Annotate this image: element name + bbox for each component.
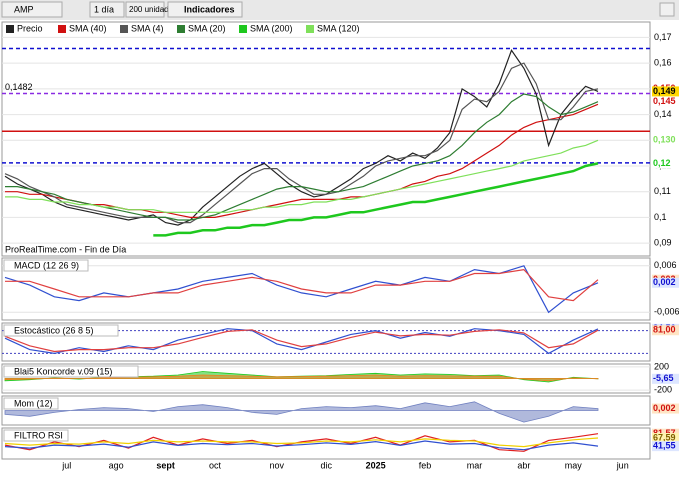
- line: [4, 49, 599, 226]
- symbol-box[interactable]: [1, 1, 63, 18]
- close-button[interactable]: [659, 2, 675, 17]
- period-box[interactable]: [89, 1, 125, 18]
- value-box: [652, 433, 679, 444]
- x-tick-label: mar: [467, 460, 483, 470]
- y-tick-label: 0,1: [654, 212, 667, 222]
- line-label: 0,1482: [5, 82, 33, 92]
- legend-label: SMA (20): [188, 23, 226, 33]
- value-label: 0,002: [653, 277, 676, 287]
- legend-swatch: [6, 25, 14, 33]
- panel-title-box: [3, 397, 59, 410]
- y-tick-label: 0,16: [654, 58, 672, 68]
- value-label: 0,145: [653, 96, 676, 106]
- value-label: 41,55: [653, 440, 676, 450]
- indicators[interactable]: Indicadores: [184, 4, 235, 14]
- y-tick-label: 0,11: [654, 186, 671, 196]
- value-box: [652, 158, 679, 169]
- panel-title: FILTRO RSI: [14, 430, 63, 440]
- line: [4, 440, 599, 451]
- panel-title-box: [3, 429, 69, 442]
- y-tick-label: -0,006: [654, 307, 679, 317]
- area: [4, 374, 599, 382]
- period[interactable]: 1 día: [94, 4, 114, 14]
- value-box: [652, 86, 679, 97]
- value-label: -5,65: [653, 373, 674, 383]
- legend-label: Precio: [17, 23, 43, 33]
- value-label: 0,002: [653, 403, 676, 413]
- value-box: [652, 277, 679, 288]
- legend-label: SMA (200): [250, 23, 293, 33]
- panel-title-box: [3, 365, 139, 378]
- y-tick-label: 0,006: [654, 260, 677, 270]
- units[interactable]: 200 unidades: [129, 5, 177, 14]
- line: [4, 433, 599, 452]
- legend-label: SMA (40): [69, 23, 107, 33]
- legend-swatch: [58, 25, 66, 33]
- panel-title: Estocástico (26 8 5): [14, 325, 94, 335]
- legend-swatch: [306, 25, 314, 33]
- line: [4, 437, 599, 448]
- value-label: 81,00: [653, 325, 676, 335]
- units-box[interactable]: [125, 1, 165, 18]
- value-label: 0,149: [653, 86, 676, 96]
- legend-swatch: [177, 25, 185, 33]
- y-tick-label: 0,14: [654, 109, 672, 119]
- y-tick-label: 0,09: [654, 238, 672, 248]
- panel: [1, 257, 651, 321]
- value-box: [652, 135, 679, 146]
- line: [4, 329, 599, 353]
- x-tick-label: feb: [419, 460, 432, 470]
- legend-swatch: [239, 25, 247, 33]
- value-label: 0,12: [653, 158, 671, 168]
- y-tick-label: 200: [654, 361, 669, 371]
- line: [5, 268, 599, 302]
- value-box: [652, 403, 679, 414]
- x-tick-label: abr: [517, 460, 530, 470]
- source: ProRealTime.com - Fin de Día: [5, 244, 126, 254]
- value-box: [652, 441, 679, 452]
- legend-label: SMA (4): [131, 23, 164, 33]
- x-tick-label: nov: [270, 460, 285, 470]
- y-tick-label: 0,17: [654, 32, 672, 42]
- x-tick-label: jul: [61, 460, 71, 470]
- x-tick-label: jun: [616, 460, 629, 470]
- legend-swatch: [120, 25, 128, 33]
- x-tick-label: ago: [109, 460, 124, 470]
- panel-title-box: [3, 259, 89, 272]
- x-tick-label: sept: [156, 460, 175, 470]
- value-box: [652, 96, 679, 107]
- x-tick-label: may: [565, 460, 583, 470]
- area: [4, 401, 599, 423]
- line: [4, 328, 599, 355]
- panel-title: Blai5 Koncorde v.09 (15): [14, 366, 112, 376]
- panel-title: Mom (12): [14, 398, 53, 408]
- panel: [1, 21, 651, 257]
- symbol[interactable]: AMP: [14, 4, 34, 14]
- line: [5, 103, 599, 218]
- line: [153, 162, 599, 237]
- value-box: [652, 325, 679, 336]
- panel-title: MACD (12 26 9): [14, 260, 79, 270]
- legend-label: SMA (120): [317, 23, 360, 33]
- value-box: [652, 373, 679, 384]
- x-tick-label: dic: [320, 460, 332, 470]
- x-tick-label: 2025: [366, 460, 386, 470]
- value-label: 67,59: [653, 432, 676, 442]
- panel-title-box: [3, 324, 119, 337]
- x-tick-label: oct: [209, 460, 222, 470]
- value-label: 0,130: [653, 135, 676, 145]
- line: [5, 139, 599, 213]
- y-tick-label: -200: [654, 384, 672, 394]
- indicators-box[interactable]: [167, 1, 243, 18]
